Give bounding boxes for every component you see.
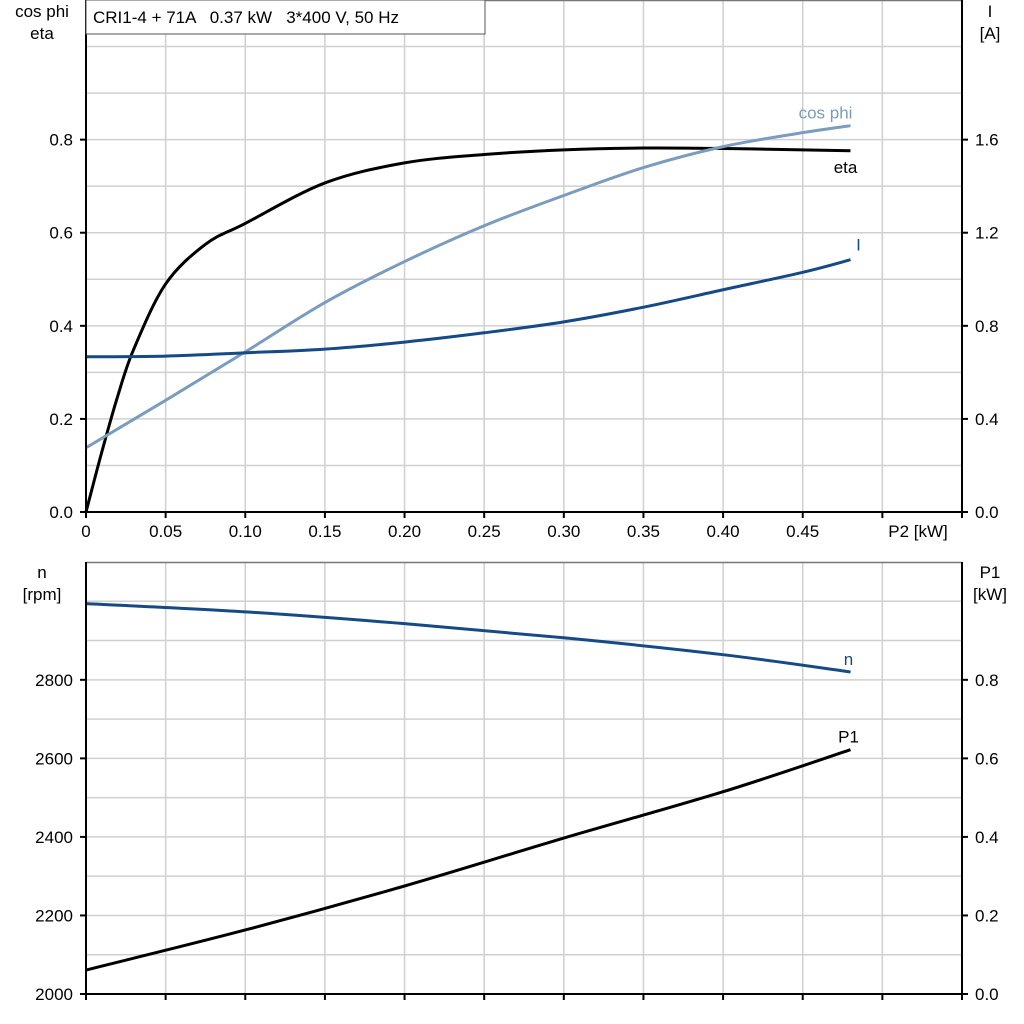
curve-p1 [85, 748, 851, 972]
y-tick-label-left: 2600 [35, 749, 73, 768]
y-tick-label-right: 0.6 [975, 749, 999, 768]
y-axis-title-right: I [988, 2, 993, 21]
x-tick-label: 0.20 [388, 522, 421, 541]
series-label-eta: eta [834, 158, 858, 177]
x-tick-label: 0.15 [308, 522, 341, 541]
curve-cos-phi [85, 124, 851, 450]
y-axis-title-right: P1 [980, 563, 1001, 582]
x-tick-label: 0.05 [149, 522, 182, 541]
top-grid [86, 0, 962, 512]
y-tick-label-left: 0.4 [49, 317, 73, 336]
y-tick-label-left: 2400 [35, 828, 73, 847]
y-axis-title-left: cos phi [15, 2, 69, 21]
curves [84, 124, 851, 972]
title-box: CRI1-4 + 71A 0.37 kW 3*400 V, 50 Hz [85, 0, 486, 35]
y-tick-label-left: 2200 [35, 906, 73, 925]
y-tick-label-right: 0.8 [975, 671, 999, 690]
y-tick-label-left: 2000 [35, 985, 73, 1004]
y-tick-label-right: 1.6 [975, 131, 999, 150]
x-tick-label: 0.30 [547, 522, 580, 541]
chart-title: CRI1-4 + 71A 0.37 kW 3*400 V, 50 Hz [93, 8, 399, 27]
bottom-grid [86, 562, 962, 994]
x-tick-label: 0.10 [229, 522, 262, 541]
y-axis-title-right: [A] [980, 24, 1001, 43]
series-label-n: n [844, 650, 853, 669]
y-axis-title-left: [rpm] [23, 585, 62, 604]
series-label-p1: P1 [838, 728, 859, 747]
y-tick-label-right: 0.2 [975, 906, 999, 925]
y-tick-label-left: 0.6 [49, 224, 73, 243]
y-tick-label-right: 0.8 [975, 317, 999, 336]
y-tick-label-left: 2800 [35, 671, 73, 690]
x-tick-label: 0.25 [468, 522, 501, 541]
x-tick-label: 0 [81, 522, 90, 541]
x-tick-label: 0.45 [786, 522, 819, 541]
y-tick-label-right: 1.2 [975, 224, 999, 243]
series-label-i: I [856, 236, 861, 255]
labels: 0.0 0.2 0.4 0.6 0.8 0.0 0.4 0.8 1.2 1.6 0 0.05 0.10 0… [15, 2, 1007, 1004]
x-tick-label: 0.40 [707, 522, 740, 541]
x-axis-title: P2 [kW] [888, 522, 948, 541]
y-axis-title-left: n [37, 563, 46, 582]
y-axis-title-left: eta [30, 24, 54, 43]
series-label-cos-phi: cos phi [799, 104, 853, 123]
y-tick-label-right: 0.4 [975, 828, 999, 847]
x-tick-label: 0.35 [627, 522, 660, 541]
y-tick-label-left: 0.2 [49, 410, 73, 429]
curve-eta [84, 146, 851, 513]
y-tick-label-right: 0.4 [975, 410, 999, 429]
y-axis-title-right: [kW] [973, 585, 1007, 604]
y-tick-label-right: 0.0 [975, 503, 999, 522]
y-tick-label-right: 0.0 [975, 985, 999, 1004]
curve-i [85, 258, 851, 359]
y-tick-label-left: 0.8 [49, 131, 73, 150]
y-tick-label-left: 0.0 [49, 503, 73, 522]
curve-n [85, 602, 851, 674]
